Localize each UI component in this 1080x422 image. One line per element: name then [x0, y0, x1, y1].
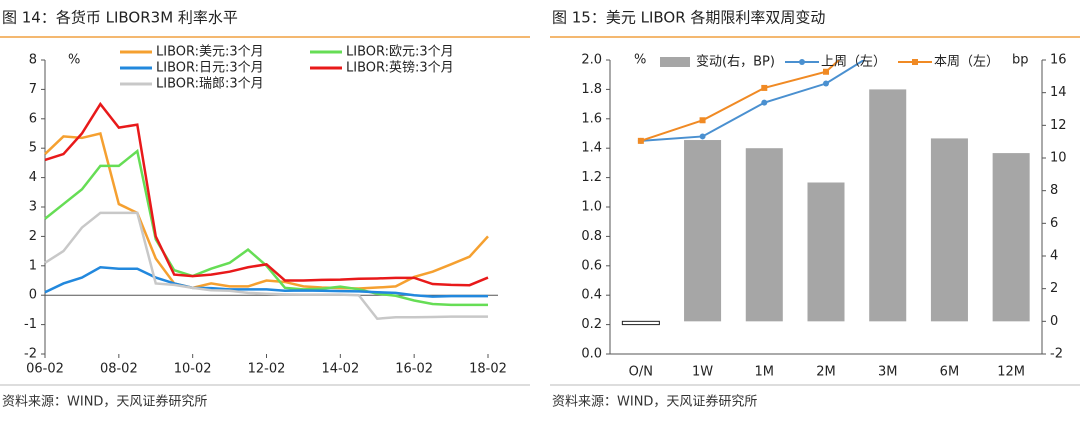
y-tick-label: 3 [29, 200, 37, 215]
source: 资料来源：WIND，天风证券研究所 [552, 394, 757, 410]
series-line [44, 211, 488, 321]
y-tick-label: 1.2 [581, 170, 602, 185]
y2-unit: bp [1012, 53, 1029, 68]
x-tick-label: 2M [816, 365, 836, 380]
y-tick-label: 1.0 [581, 200, 602, 215]
series-line [44, 101, 489, 287]
x-tick-label: O/N [629, 365, 653, 380]
y-tick-label: 0.6 [581, 258, 602, 273]
y-tick-label: -2 [24, 347, 37, 362]
x-tick-label: 1M [755, 365, 775, 380]
y-tick-label: 2 [29, 229, 37, 244]
x-tick-label: 16-02 [395, 362, 433, 377]
legend-marker [799, 59, 805, 65]
legend-label: LIBOR:瑞郎:3个月 [156, 77, 264, 92]
y2-tick-label: 14 [1050, 85, 1067, 100]
point [761, 84, 768, 91]
point [637, 137, 644, 144]
y-tick-label: 6 [29, 111, 37, 126]
x-tick-label: 1W [692, 365, 713, 380]
bar [684, 140, 722, 322]
chart-title: 图 15：美元 LIBOR 各期限利率双周变动 [552, 9, 825, 27]
y-tick-label: 1.8 [581, 82, 602, 97]
y-tick-label: 0.2 [581, 317, 602, 332]
y-tick-label: 2.0 [581, 53, 602, 68]
bar [869, 89, 907, 322]
point [699, 133, 706, 140]
x-tick-label: 08-02 [100, 362, 138, 377]
y-tick-label: 0.8 [581, 229, 602, 244]
legend-label: LIBOR:日元:3个月 [156, 61, 264, 76]
y2-tick-label: 4 [1050, 249, 1058, 264]
point [885, 42, 891, 48]
x-tick-label: 12M [997, 365, 1025, 380]
y2-tick-label: 10 [1050, 151, 1067, 166]
y-unit: % [68, 53, 80, 68]
bar [621, 320, 660, 326]
series-line [44, 265, 488, 298]
y-tick-label: 0.0 [581, 347, 602, 362]
bar [745, 148, 783, 322]
bar [992, 153, 1030, 322]
point [823, 80, 829, 87]
x-tick-label: 18-02 [469, 362, 507, 377]
x-tick-label: 14-02 [321, 362, 359, 377]
y2-tick-label: 0 [1050, 314, 1058, 329]
y2-tick-label: 2 [1050, 281, 1058, 296]
y-tick-label: 1 [29, 258, 37, 273]
y-tick-label: 7 [29, 82, 37, 97]
legend-label: 本周（左） [934, 55, 999, 70]
y2-tick-label: -2 [1050, 347, 1063, 362]
legend-label: 变动(右，BP) [696, 54, 775, 70]
legend-swatch [660, 57, 690, 67]
y2-tick-label: 12 [1050, 118, 1067, 133]
y-tick-label: 5 [29, 141, 37, 156]
legend-label: LIBOR:欧元:3个月 [346, 45, 454, 60]
y-tick-label: 0 [29, 288, 37, 303]
y-tick-label: 8 [29, 53, 37, 68]
y-tick-label: -1 [24, 317, 37, 332]
y-tick-label: 0.4 [581, 288, 602, 303]
x-tick-label: 06-02 [26, 362, 64, 377]
x-tick-label: 6M [940, 365, 960, 380]
legend-label: LIBOR:英镑:3个月 [346, 60, 454, 76]
point [946, 0, 952, 4]
bar [930, 138, 968, 322]
y2-tick-label: 6 [1050, 216, 1058, 231]
y2-tick-label: 8 [1050, 183, 1058, 198]
y-unit: % [634, 53, 646, 68]
y-tick-label: 1.6 [581, 111, 602, 126]
y2-tick-label: 16 [1050, 53, 1067, 68]
point [699, 117, 706, 124]
legend-marker [912, 59, 918, 65]
point [885, 13, 891, 19]
x-tick-label: 3M [878, 365, 898, 380]
plot-area [621, 0, 1030, 326]
legend-label: LIBOR:美元:3个月 [156, 45, 264, 60]
x-tick-label: 10-02 [174, 362, 212, 377]
source: 资料来源：WIND，天风证券研究所 [2, 394, 207, 410]
bar [807, 182, 845, 322]
chart-title: 图 14：各货币 LIBOR3M 利率水平 [2, 9, 238, 27]
point [946, 20, 952, 26]
y-tick-label: 4 [29, 170, 37, 185]
point [823, 68, 829, 75]
y-tick-label: 1.4 [581, 141, 602, 156]
point [761, 99, 768, 106]
x-tick-label: 12-02 [248, 362, 286, 377]
legend-label: 上周（左） [821, 55, 886, 70]
